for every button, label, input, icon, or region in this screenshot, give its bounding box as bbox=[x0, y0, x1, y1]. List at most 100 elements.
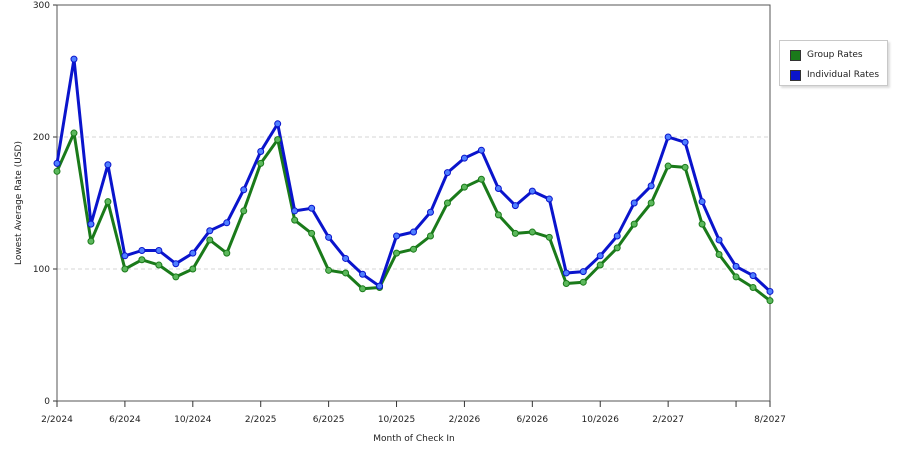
data-point-individual-rates[interactable] bbox=[630, 199, 638, 207]
x-axis-title: Month of Check In bbox=[373, 434, 455, 444]
data-point-group-rates[interactable] bbox=[494, 211, 502, 219]
data-point-individual-rates[interactable] bbox=[715, 236, 723, 244]
data-point-group-rates[interactable] bbox=[426, 232, 434, 240]
data-point-group-rates[interactable] bbox=[223, 249, 231, 257]
data-point-individual-rates[interactable] bbox=[342, 254, 350, 262]
data-point-group-rates[interactable] bbox=[698, 220, 706, 228]
data-point-individual-rates[interactable] bbox=[308, 204, 316, 212]
data-point-individual-rates[interactable] bbox=[138, 247, 146, 255]
data-point-group-rates[interactable] bbox=[766, 297, 774, 305]
data-point-individual-rates[interactable] bbox=[172, 260, 180, 268]
data-point-group-rates[interactable] bbox=[630, 220, 638, 228]
axes bbox=[53, 4, 771, 407]
data-point-group-rates[interactable] bbox=[681, 163, 689, 171]
data-point-individual-rates[interactable] bbox=[240, 186, 248, 194]
data-point-group-rates[interactable] bbox=[325, 266, 333, 274]
data-point-individual-rates[interactable] bbox=[393, 232, 401, 240]
legend-label-individual-rates: Individual Rates bbox=[807, 70, 880, 80]
data-point-individual-rates[interactable] bbox=[104, 161, 112, 169]
data-point-group-rates[interactable] bbox=[477, 175, 485, 183]
data-point-individual-rates[interactable] bbox=[410, 228, 417, 236]
x-tick-label: 6/2025 bbox=[313, 415, 345, 425]
data-point-individual-rates[interactable] bbox=[698, 198, 706, 206]
x-tick-label: 2/2026 bbox=[449, 415, 481, 425]
data-point-individual-rates[interactable] bbox=[376, 282, 384, 290]
data-point-group-rates[interactable] bbox=[240, 207, 248, 215]
data-point-group-rates[interactable] bbox=[291, 216, 299, 224]
data-point-group-rates[interactable] bbox=[443, 199, 451, 207]
data-point-group-rates[interactable] bbox=[189, 265, 197, 273]
data-point-group-rates[interactable] bbox=[410, 245, 417, 253]
data-point-individual-rates[interactable] bbox=[257, 148, 265, 156]
data-point-individual-rates[interactable] bbox=[443, 169, 451, 177]
data-point-group-rates[interactable] bbox=[359, 285, 367, 293]
data-point-individual-rates[interactable] bbox=[579, 268, 587, 276]
data-point-group-rates[interactable] bbox=[664, 162, 672, 170]
data-point-individual-rates[interactable] bbox=[359, 270, 367, 278]
tick-labels: 0 100 200 300 2/2024 6/2024 10/2024 2/2025 6/202… bbox=[33, 1, 786, 425]
data-point-individual-rates[interactable] bbox=[562, 269, 570, 277]
data-point-individual-rates[interactable] bbox=[477, 146, 485, 154]
data-point-group-rates[interactable] bbox=[393, 249, 401, 257]
data-point-individual-rates[interactable] bbox=[596, 252, 604, 260]
data-point-group-rates[interactable] bbox=[87, 237, 95, 245]
data-point-individual-rates[interactable] bbox=[155, 247, 163, 255]
data-point-individual-rates[interactable] bbox=[732, 262, 740, 270]
data-point-group-rates[interactable] bbox=[70, 129, 78, 137]
data-point-group-rates[interactable] bbox=[562, 280, 570, 288]
data-point-group-rates[interactable] bbox=[732, 273, 740, 281]
data-point-group-rates[interactable] bbox=[257, 159, 265, 167]
x-tick-label: 2/2025 bbox=[245, 415, 277, 425]
legend-item-individual-rates[interactable]: Individual Rates bbox=[790, 68, 879, 82]
legend-swatch-individual-rates bbox=[790, 69, 801, 81]
data-point-individual-rates[interactable] bbox=[87, 220, 95, 228]
data-point-group-rates[interactable] bbox=[596, 261, 604, 269]
data-point-group-rates[interactable] bbox=[308, 229, 316, 237]
data-point-group-rates[interactable] bbox=[155, 261, 163, 269]
data-point-individual-rates[interactable] bbox=[545, 195, 553, 203]
data-point-individual-rates[interactable] bbox=[223, 219, 231, 227]
x-tick-label: 6/2024 bbox=[109, 415, 141, 425]
data-point-group-rates[interactable] bbox=[138, 256, 146, 264]
data-point-individual-rates[interactable] bbox=[70, 55, 78, 63]
data-point-individual-rates[interactable] bbox=[664, 133, 672, 141]
data-point-individual-rates[interactable] bbox=[206, 227, 214, 235]
data-point-group-rates[interactable] bbox=[104, 198, 112, 206]
data-point-group-rates[interactable] bbox=[647, 199, 655, 207]
data-point-individual-rates[interactable] bbox=[613, 232, 621, 240]
data-point-individual-rates[interactable] bbox=[460, 154, 468, 162]
data-point-group-rates[interactable] bbox=[53, 167, 61, 175]
data-point-group-rates[interactable] bbox=[460, 183, 468, 191]
data-point-group-rates[interactable] bbox=[121, 265, 129, 273]
data-point-individual-rates[interactable] bbox=[121, 252, 129, 260]
data-point-group-rates[interactable] bbox=[579, 278, 587, 286]
data-point-individual-rates[interactable] bbox=[274, 120, 282, 128]
data-point-individual-rates[interactable] bbox=[681, 138, 689, 146]
data-point-individual-rates[interactable] bbox=[53, 159, 61, 167]
data-point-individual-rates[interactable] bbox=[511, 202, 519, 210]
data-point-individual-rates[interactable] bbox=[291, 207, 299, 215]
data-point-group-rates[interactable] bbox=[172, 273, 180, 281]
data-point-group-rates[interactable] bbox=[749, 283, 757, 291]
y-tick-label: 200 bbox=[33, 133, 50, 143]
series-lines bbox=[55, 57, 772, 302]
data-point-group-rates[interactable] bbox=[274, 136, 282, 144]
data-point-group-rates[interactable] bbox=[206, 236, 214, 244]
data-point-individual-rates[interactable] bbox=[325, 233, 333, 241]
data-point-individual-rates[interactable] bbox=[528, 187, 536, 195]
data-point-group-rates[interactable] bbox=[715, 250, 723, 258]
data-point-individual-rates[interactable] bbox=[189, 249, 197, 257]
data-point-group-rates[interactable] bbox=[342, 269, 350, 277]
data-point-group-rates[interactable] bbox=[511, 229, 519, 237]
data-point-individual-rates[interactable] bbox=[494, 184, 502, 192]
data-point-group-rates[interactable] bbox=[528, 228, 536, 236]
data-point-individual-rates[interactable] bbox=[766, 287, 774, 295]
data-point-individual-rates[interactable] bbox=[749, 272, 757, 280]
data-point-individual-rates[interactable] bbox=[426, 208, 434, 216]
data-point-group-rates[interactable] bbox=[613, 244, 621, 252]
y-axis-title: Lowest Average Rate (USD) bbox=[14, 141, 24, 265]
data-point-individual-rates[interactable] bbox=[647, 182, 655, 190]
data-point-group-rates[interactable] bbox=[545, 233, 553, 241]
legend-item-group-rates[interactable]: Group Rates bbox=[790, 48, 863, 62]
x-tick-label: 10/2026 bbox=[582, 415, 620, 425]
